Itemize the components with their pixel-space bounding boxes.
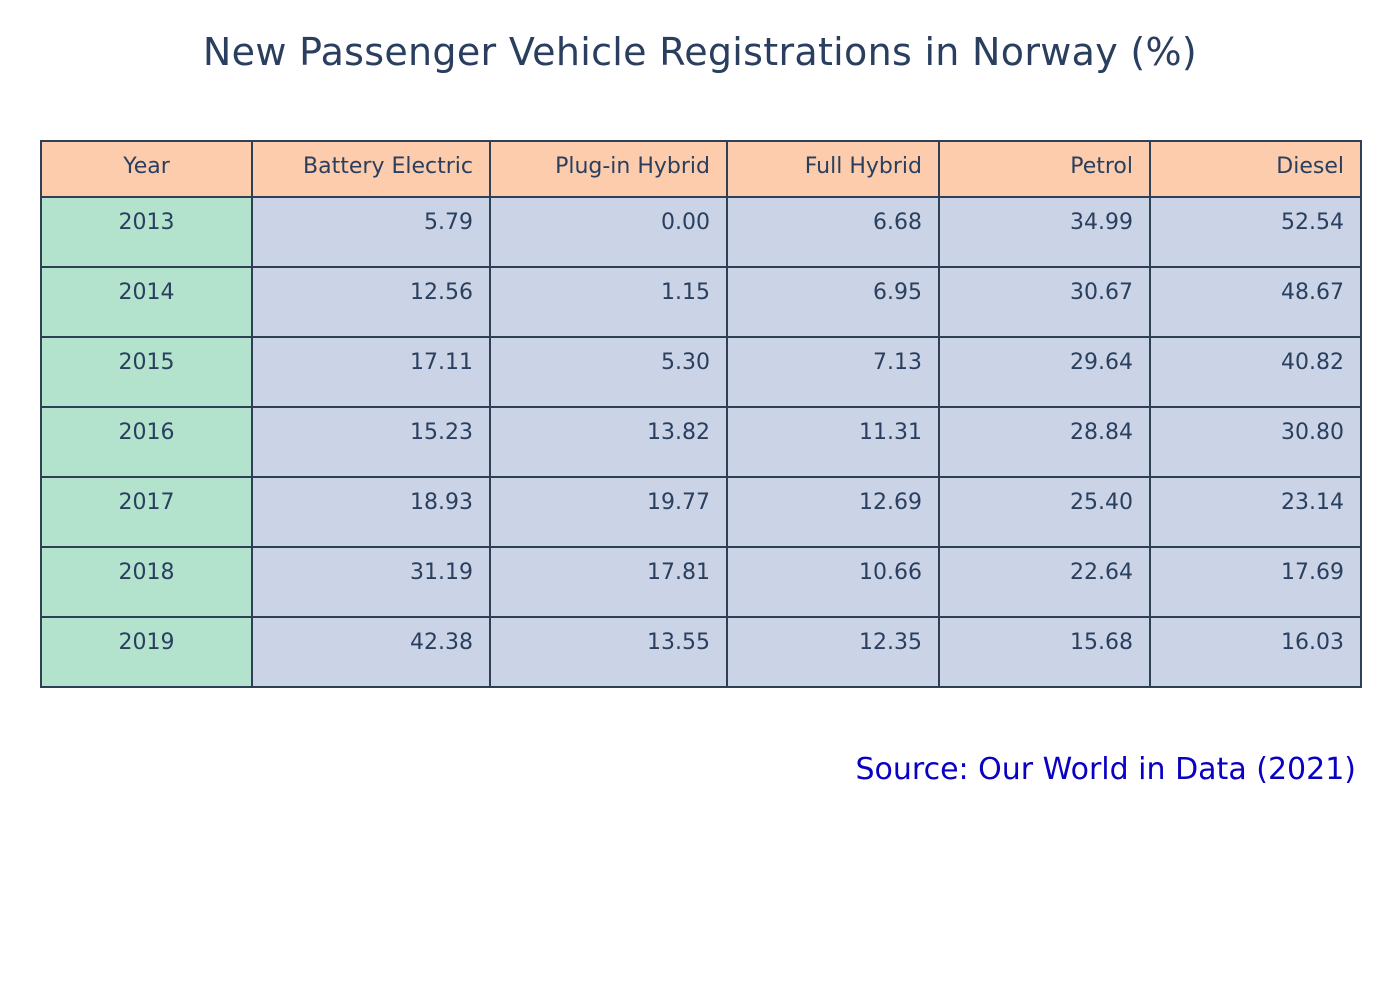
table-row: 2015 17.11 5.30 7.13 29.64 40.82 [40, 336, 1362, 408]
table-row: 2018 31.19 17.81 10.66 22.64 17.69 [40, 546, 1362, 618]
table-header-row: Year Battery Electric Plug-in Hybrid Ful… [40, 140, 1362, 198]
plug-in-hybrid-cell: 13.82 [489, 406, 728, 478]
petrol-cell: 28.84 [938, 406, 1151, 478]
battery-electric-cell: 12.56 [251, 266, 491, 338]
battery-electric-cell: 17.11 [251, 336, 491, 408]
plug-in-hybrid-cell: 19.77 [489, 476, 728, 548]
year-cell: 2018 [40, 546, 253, 618]
plug-in-hybrid-cell: 13.55 [489, 616, 728, 688]
year-cell: 2019 [40, 616, 253, 688]
petrol-cell: 15.68 [938, 616, 1151, 688]
petrol-cell: 29.64 [938, 336, 1151, 408]
petrol-cell: 30.67 [938, 266, 1151, 338]
full-hybrid-cell: 6.68 [726, 196, 940, 268]
table-row: 2016 15.23 13.82 11.31 28.84 30.80 [40, 406, 1362, 478]
data-table: Year Battery Electric Plug-in Hybrid Ful… [40, 140, 1362, 688]
chart-title: New Passenger Vehicle Registrations in N… [202, 30, 1198, 74]
header-full-hybrid: Full Hybrid [726, 140, 940, 198]
diesel-cell: 30.80 [1149, 406, 1362, 478]
table-row: 2019 42.38 13.55 12.35 15.68 16.03 [40, 616, 1362, 688]
plug-in-hybrid-cell: 0.00 [489, 196, 728, 268]
table-row: 2013 5.79 0.00 6.68 34.99 52.54 [40, 196, 1362, 268]
petrol-cell: 25.40 [938, 476, 1151, 548]
diesel-cell: 40.82 [1149, 336, 1362, 408]
table-row: 2014 12.56 1.15 6.95 30.67 48.67 [40, 266, 1362, 338]
header-year: Year [40, 140, 253, 198]
full-hybrid-cell: 12.69 [726, 476, 940, 548]
year-cell: 2016 [40, 406, 253, 478]
plug-in-hybrid-cell: 17.81 [489, 546, 728, 618]
header-diesel: Diesel [1149, 140, 1362, 198]
petrol-cell: 22.64 [938, 546, 1151, 618]
year-cell: 2013 [40, 196, 253, 268]
diesel-cell: 48.67 [1149, 266, 1362, 338]
full-hybrid-cell: 11.31 [726, 406, 940, 478]
full-hybrid-cell: 6.95 [726, 266, 940, 338]
header-battery-electric: Battery Electric [251, 140, 491, 198]
battery-electric-cell: 15.23 [251, 406, 491, 478]
diesel-cell: 17.69 [1149, 546, 1362, 618]
diesel-cell: 52.54 [1149, 196, 1362, 268]
petrol-cell: 34.99 [938, 196, 1151, 268]
diesel-cell: 23.14 [1149, 476, 1362, 548]
year-cell: 2014 [40, 266, 253, 338]
header-plug-in-hybrid: Plug-in Hybrid [489, 140, 728, 198]
year-cell: 2017 [40, 476, 253, 548]
plug-in-hybrid-cell: 5.30 [489, 336, 728, 408]
table-row: 2017 18.93 19.77 12.69 25.40 23.14 [40, 476, 1362, 548]
battery-electric-cell: 31.19 [251, 546, 491, 618]
header-petrol: Petrol [938, 140, 1151, 198]
source-annotation: Source: Our World in Data (2021) [855, 752, 1357, 787]
full-hybrid-cell: 12.35 [726, 616, 940, 688]
battery-electric-cell: 18.93 [251, 476, 491, 548]
full-hybrid-cell: 10.66 [726, 546, 940, 618]
plug-in-hybrid-cell: 1.15 [489, 266, 728, 338]
year-cell: 2015 [40, 336, 253, 408]
diesel-cell: 16.03 [1149, 616, 1362, 688]
full-hybrid-cell: 7.13 [726, 336, 940, 408]
battery-electric-cell: 5.79 [251, 196, 491, 268]
battery-electric-cell: 42.38 [251, 616, 491, 688]
